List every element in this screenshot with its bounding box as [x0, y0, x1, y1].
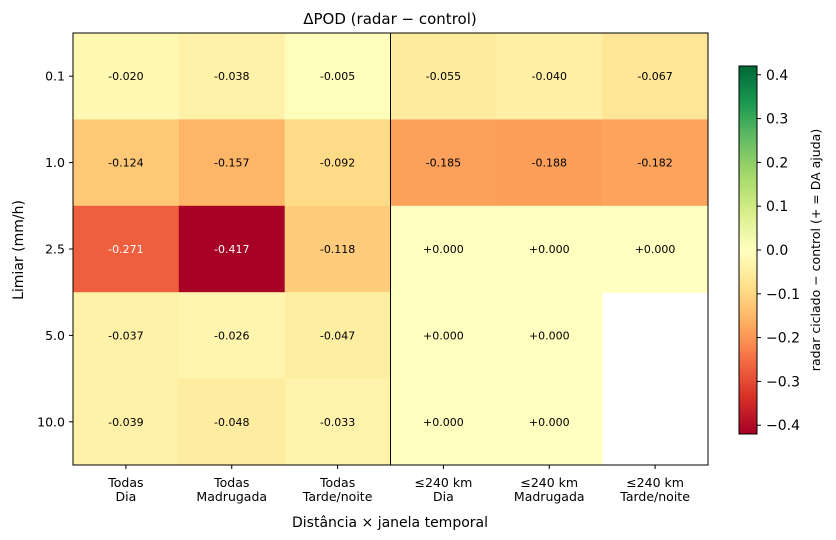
- cell-value-label: -0.092: [320, 157, 355, 170]
- cell-value-label: -0.067: [637, 70, 672, 83]
- cell-labels: -0.020 -0.038 -0.005 -0.055 -0.040 -0.067 -0.1…: [108, 70, 675, 429]
- x-tick-label: Madrugada: [514, 489, 585, 504]
- x-tick-label: Dia: [116, 489, 137, 504]
- cell-value-label: -0.033: [320, 416, 355, 429]
- heatmap-cell: [390, 33, 497, 120]
- cell-value-label: -0.182: [637, 157, 672, 170]
- x-axis-label: Distância × janela temporal: [292, 515, 488, 531]
- heatmap-cell: [178, 33, 286, 120]
- heatmap-cell: [284, 292, 391, 380]
- cell-value-label: -0.157: [214, 157, 249, 170]
- colorbar-tick-label: 0.3: [766, 112, 788, 128]
- heatmap-cell: [284, 378, 391, 466]
- heatmap-cell: [178, 119, 286, 207]
- heatmap-cells: [73, 33, 709, 466]
- cell-value-label: -0.185: [426, 157, 461, 170]
- x-tick-label: Todas: [107, 475, 143, 490]
- heatmap-cell: [73, 205, 180, 293]
- cell-value-label: -0.055: [426, 70, 461, 83]
- heatmap-cell: [496, 205, 603, 293]
- cell-value-label: -0.271: [108, 243, 143, 256]
- heatmap-cell: [390, 119, 497, 207]
- heatmap-cell: [178, 205, 286, 293]
- x-tick-label: Tarde/noite: [619, 489, 690, 504]
- colorbar-tick-label: 0.4: [766, 68, 788, 84]
- heatmap-cell: [390, 205, 497, 293]
- y-axis-ticks: 0.1 1.0 2.5 5.0 10.0: [37, 69, 73, 429]
- cell-value-label: +0.000: [529, 243, 570, 256]
- heatmap-cell: [602, 205, 709, 293]
- cell-value-label: -0.188: [532, 157, 567, 170]
- cell-value-label: -0.005: [320, 70, 355, 83]
- x-tick-label: Dia: [433, 489, 454, 504]
- heatmap-cell: [602, 119, 709, 207]
- cell-value-label: -0.048: [214, 416, 249, 429]
- colorbar: 0.4 0.3 0.2 0.1 0.0 −0.1 −0.2 −0.3 −0.4: [738, 65, 800, 435]
- x-tick-label: Tarde/noite: [302, 489, 373, 504]
- heatmap-cell: [73, 119, 180, 207]
- y-tick-label: 5.0: [45, 328, 65, 343]
- cell-value-label: +0.000: [423, 243, 464, 256]
- heatmap-cell: [390, 292, 497, 380]
- cell-value-label: -0.040: [532, 70, 567, 83]
- heatmap-cell: [73, 33, 180, 120]
- cell-value-label: -0.038: [214, 70, 249, 83]
- cell-value-label: -0.039: [108, 416, 143, 429]
- cell-value-label: -0.037: [108, 329, 143, 342]
- cell-value-label: +0.000: [635, 243, 676, 256]
- cell-value-label: -0.026: [214, 329, 249, 342]
- x-tick-label: ≤240 km: [520, 475, 578, 490]
- x-tick-label: Madrugada: [196, 489, 267, 504]
- heatmap-cell: [496, 378, 603, 466]
- colorbar-tick-label: 0.0: [766, 243, 788, 259]
- y-tick-label: 10.0: [37, 414, 65, 429]
- cell-value-label: -0.417: [214, 243, 249, 256]
- cell-value-label: -0.020: [108, 70, 143, 83]
- heatmap-cell: [73, 378, 180, 466]
- y-tick-label: 1.0: [45, 155, 65, 170]
- colorbar-tick-label: −0.4: [766, 418, 800, 434]
- heatmap-cell: [284, 205, 391, 293]
- y-tick-label: 2.5: [45, 242, 65, 257]
- cell-value-label: +0.000: [423, 416, 464, 429]
- colorbar-label: radar ciclado − control (+ = DA ajuda): [808, 129, 823, 371]
- x-axis-ticks: TodasDiaTodasMadrugadaTodasTarde/noite≤2…: [107, 465, 690, 504]
- cell-value-label: +0.000: [529, 416, 570, 429]
- cell-value-label: +0.000: [529, 329, 570, 342]
- colorbar-tick-label: −0.1: [766, 287, 800, 303]
- cell-value-label: -0.118: [320, 243, 355, 256]
- x-tick-label: ≤240 km: [626, 475, 684, 490]
- y-tick-label: 0.1: [45, 69, 65, 84]
- heatmap-cell: [496, 119, 603, 207]
- colorbar-tick-label: 0.2: [766, 155, 788, 171]
- colorbar-gradient: [738, 65, 758, 435]
- heatmap-cell: [602, 33, 709, 120]
- colorbar-tick-label: 0.1: [766, 199, 788, 215]
- y-axis-label: Limiar (mm/h): [11, 200, 27, 300]
- heatmap-cell: [390, 378, 497, 466]
- heatmap-cell: [284, 33, 391, 120]
- colorbar-tick-label: −0.3: [766, 374, 800, 390]
- x-tick-label: ≤240 km: [415, 475, 473, 490]
- heatmap-cell: [178, 378, 286, 466]
- cell-value-label: -0.047: [320, 329, 355, 342]
- heatmap-cell: [73, 292, 180, 380]
- x-tick-label: Todas: [213, 475, 249, 490]
- cell-value-label: -0.124: [108, 157, 143, 170]
- colorbar-tick-label: −0.2: [766, 331, 800, 347]
- cell-value-label: +0.000: [423, 329, 464, 342]
- heatmap-cell: [496, 33, 603, 120]
- heatmap-cell: [284, 119, 391, 207]
- chart-title: ΔPOD (radar − control): [303, 10, 476, 28]
- heatmap-cell: [178, 292, 286, 380]
- heatmap-cell: [496, 292, 603, 380]
- x-tick-label: Todas: [319, 475, 355, 490]
